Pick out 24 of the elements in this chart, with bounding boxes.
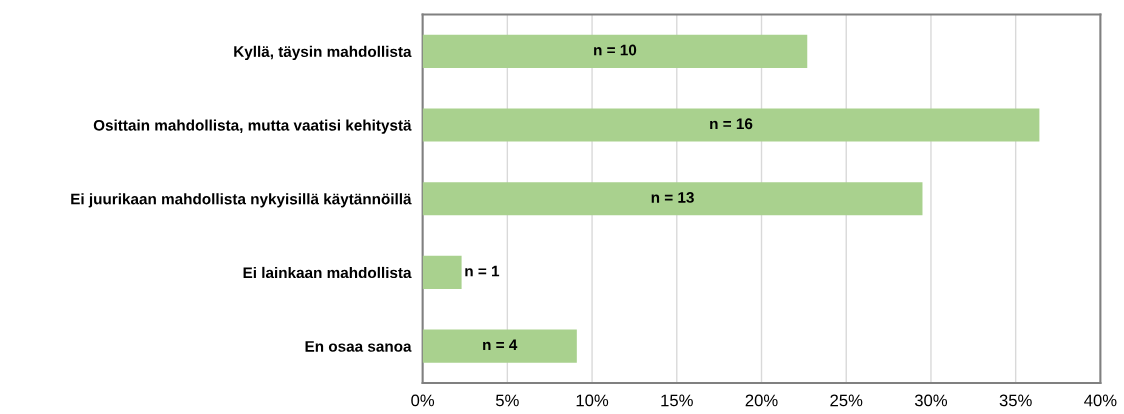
x-tick-label: 0% <box>411 394 435 407</box>
x-tick-label: 5% <box>495 394 519 407</box>
bar <box>422 108 1040 142</box>
bar <box>422 34 808 68</box>
y-tick-label: Kyllä, täysin mahdollista <box>234 45 412 61</box>
y-tick-label: En osaa sanoa <box>305 341 412 352</box>
annotation: n = 16 <box>710 118 753 130</box>
annotation: n = 13 <box>651 192 694 203</box>
bar <box>422 182 923 216</box>
y-tick-label: Ei juurikaan mahdollista nykyisillä käytännöillä <box>71 193 412 208</box>
x-tick-label: 40% <box>1084 394 1117 407</box>
x-tick-label: 20% <box>745 394 778 407</box>
y-tick-label: Ei lainkaan mahdollista <box>243 266 412 279</box>
x-tick-label: 25% <box>830 394 863 407</box>
annotation: n = 1 <box>465 265 500 277</box>
x-tick-label: 30% <box>914 394 948 407</box>
x-tick-label: 35% <box>999 394 1032 407</box>
annotation: n = 10 <box>594 44 637 56</box>
x-tick-label: 10% <box>576 394 609 407</box>
bar <box>422 329 577 363</box>
annotation: n = 4 <box>483 339 518 351</box>
x-tick-label: 15% <box>661 394 693 407</box>
y-tick-label: Osittain mahdollista, mutta vaatisi kehitystä <box>93 119 412 134</box>
bar <box>422 255 462 289</box>
